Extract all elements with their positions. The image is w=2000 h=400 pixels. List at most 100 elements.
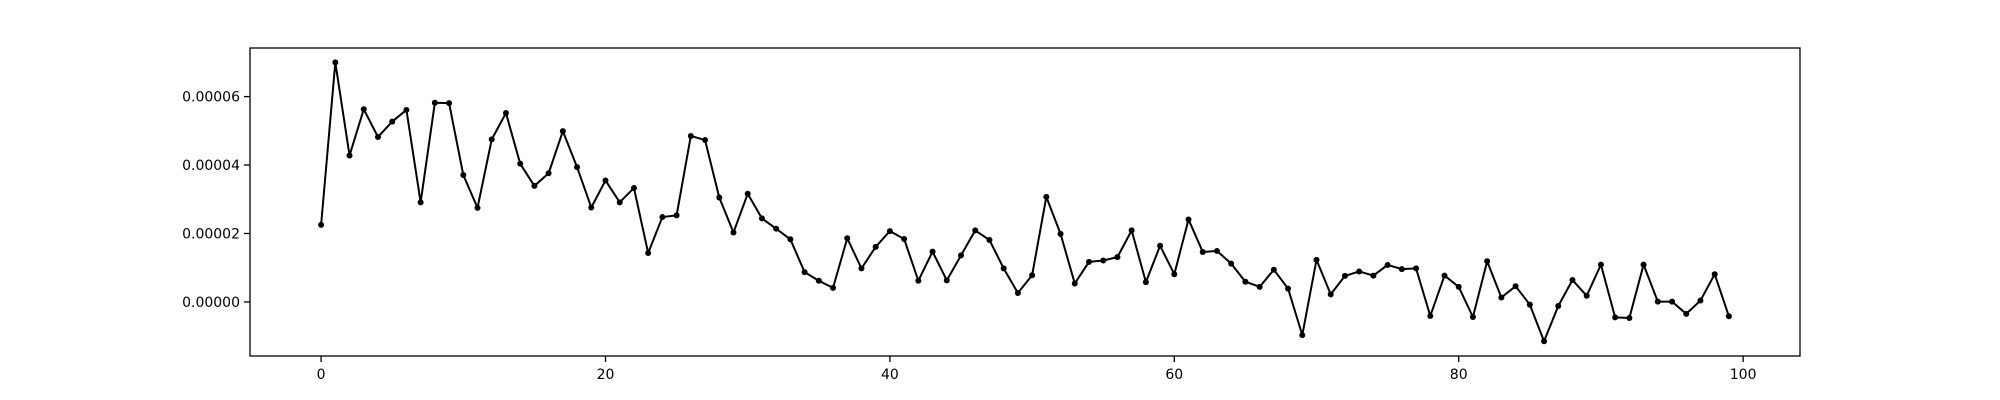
y-tick-label: 0.00000 xyxy=(182,295,240,311)
data-point xyxy=(1128,227,1135,234)
data-point xyxy=(915,277,922,284)
data-point xyxy=(1057,230,1064,237)
data-point xyxy=(844,235,851,242)
data-point xyxy=(1455,283,1462,290)
data-point xyxy=(972,227,979,234)
data-point xyxy=(389,118,396,125)
data-point xyxy=(645,249,652,256)
data-point xyxy=(460,171,467,178)
data-point xyxy=(943,277,950,284)
data-point xyxy=(332,59,339,66)
data-point xyxy=(1242,278,1249,285)
data-point xyxy=(773,225,780,232)
x-tick-label: 80 xyxy=(1450,367,1468,383)
data-point xyxy=(830,284,837,291)
data-point xyxy=(1541,338,1548,345)
data-point xyxy=(559,128,566,135)
data-point xyxy=(901,235,908,242)
data-point xyxy=(488,136,495,143)
data-point xyxy=(929,248,936,255)
data-point xyxy=(815,277,822,284)
data-point xyxy=(744,190,751,197)
data-point xyxy=(1469,313,1476,320)
data-point xyxy=(374,133,381,140)
data-point xyxy=(1171,271,1178,278)
data-point xyxy=(360,106,367,113)
x-tick-label: 0 xyxy=(317,367,326,383)
data-point xyxy=(1441,272,1448,279)
data-point xyxy=(1100,257,1107,264)
data-point xyxy=(531,182,538,189)
data-point xyxy=(1711,271,1718,278)
data-point xyxy=(673,212,680,219)
data-point xyxy=(574,164,581,171)
data-point xyxy=(1014,290,1021,297)
data-point xyxy=(1228,260,1235,267)
data-point xyxy=(346,152,353,159)
data-point xyxy=(588,204,595,211)
data-point xyxy=(1185,216,1192,223)
data-point xyxy=(659,214,666,221)
data-point xyxy=(1626,315,1633,322)
data-point xyxy=(886,228,893,235)
data-point xyxy=(1299,332,1306,339)
data-point xyxy=(1512,283,1519,290)
data-point xyxy=(1285,285,1292,292)
data-point xyxy=(446,100,453,107)
data-point xyxy=(1085,258,1092,265)
data-point xyxy=(1327,291,1334,298)
x-tick-label: 40 xyxy=(881,367,899,383)
data-point xyxy=(730,229,737,236)
data-point xyxy=(858,265,865,272)
data-point xyxy=(801,269,808,276)
data-point xyxy=(958,252,965,259)
data-point xyxy=(1498,294,1505,301)
data-point xyxy=(1555,303,1562,310)
data-point xyxy=(1413,265,1420,272)
data-point xyxy=(787,236,794,243)
data-point xyxy=(986,236,993,243)
data-point xyxy=(1427,312,1434,319)
y-tick-label: 0.00006 xyxy=(182,90,240,106)
data-point xyxy=(1341,272,1348,279)
data-point xyxy=(702,137,709,144)
data-point xyxy=(1213,247,1220,254)
data-point xyxy=(1071,280,1078,287)
data-point xyxy=(602,177,609,184)
data-point xyxy=(1199,248,1206,255)
data-point xyxy=(1256,283,1263,290)
data-point xyxy=(1270,266,1277,273)
data-point xyxy=(1697,297,1704,304)
x-tick-label: 60 xyxy=(1165,367,1183,383)
data-point xyxy=(687,132,694,139)
y-tick-label: 0.00004 xyxy=(182,158,240,174)
data-point xyxy=(758,215,765,222)
data-point xyxy=(1356,268,1363,275)
data-point xyxy=(545,170,552,177)
data-point xyxy=(1029,272,1036,279)
data-point xyxy=(1683,310,1690,317)
x-tick-label: 20 xyxy=(597,367,615,383)
data-point xyxy=(1669,298,1676,305)
data-point xyxy=(1725,313,1732,320)
x-tick-label: 100 xyxy=(1730,367,1757,383)
data-point xyxy=(1569,277,1576,284)
data-point xyxy=(1640,261,1647,268)
data-point xyxy=(630,184,637,191)
data-point xyxy=(1583,292,1590,299)
data-point xyxy=(1000,265,1007,272)
data-point xyxy=(1398,266,1405,273)
data-point xyxy=(1114,254,1121,261)
data-point xyxy=(431,99,438,106)
data-point xyxy=(318,221,325,228)
data-point xyxy=(1612,314,1619,321)
data-point xyxy=(1370,272,1377,279)
data-point xyxy=(872,243,879,250)
data-point xyxy=(1384,261,1391,268)
data-point xyxy=(716,194,723,201)
data-point xyxy=(517,160,524,167)
series-line xyxy=(320,61,1730,343)
data-point xyxy=(1142,279,1149,286)
data-point xyxy=(1157,242,1164,249)
